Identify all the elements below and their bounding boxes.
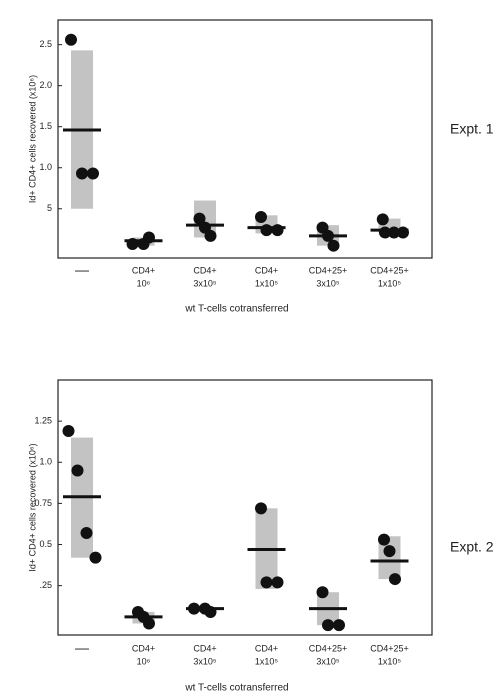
x-tick-sublabel: 3x10⁵ [316,656,340,666]
data-point [260,224,273,237]
x-tick-label: — [75,262,89,278]
data-point [255,502,267,515]
data-point [260,576,273,589]
y-tick-label: 0.5 [39,539,52,549]
data-point [327,239,340,252]
data-point [376,213,389,226]
plot-frame [57,379,433,636]
x-tick-sublabel: 3x10⁵ [316,278,340,288]
data-point [193,212,206,225]
x-tick-sublabel: 3x10⁵ [193,656,217,666]
x-tick-sublabel: 1x10⁵ [255,278,279,288]
data-point [204,229,217,242]
annotation: Expt. 1 [450,121,494,137]
x-axis-label: wt T-cells cotransferred [184,304,288,315]
x-axis-label: wt T-cells cotransferred [184,683,288,694]
annotation: Expt. 2 [450,539,494,555]
x-tick-label: CD4+25+ [370,265,409,275]
data-point [87,167,99,180]
data-point [383,545,396,558]
x-tick-label: CD4+25+ [370,643,409,653]
x-tick-sublabel: 10⁶ [137,656,151,666]
x-tick-label: CD4+ [193,643,216,653]
y-tick-label: 1.0 [39,457,52,467]
data-point [271,576,284,589]
x-tick-sublabel: 1x10⁵ [255,656,279,666]
x-tick-label: CD4+ [255,643,278,653]
data-point [143,617,155,630]
data-point [333,619,345,632]
data-point [80,527,93,539]
x-tick-label: CD4+ [255,265,278,275]
y-tick-label: .25 [39,580,52,590]
y-tick-label: 5 [47,203,52,213]
x-tick-sublabel: 1x10⁵ [378,278,402,288]
x-tick-label: CD4+ [132,643,155,653]
plot-frame [57,19,433,259]
y-tick-label: 0.75 [34,498,52,508]
data-point [316,586,329,599]
y-axis-label: Id+ CD4+ cells recovered (x10⁶) [27,75,37,203]
data-point [255,210,267,223]
x-tick-sublabel: 3x10⁵ [193,278,217,288]
y-tick-label: 2.0 [39,80,52,90]
x-tick-label: CD4+ [132,265,155,275]
y-tick-label: 1.25 [34,416,52,426]
data-point [397,226,409,239]
data-point [389,573,401,586]
data-point [89,551,102,564]
y-tick-label: 1.0 [39,162,52,172]
x-tick-label: CD4+ [193,265,216,275]
data-point [378,533,390,546]
y-axis-label: Id+ CD4+ cells recovered (x10⁶) [27,443,37,571]
data-point [322,619,334,632]
x-tick-label: CD4+25+ [309,265,348,275]
x-tick-label: — [75,640,89,656]
data-point [76,167,88,180]
y-tick-label: 1.5 [39,121,52,131]
data-point [271,224,284,237]
x-tick-sublabel: 10⁶ [137,278,151,288]
data-point [62,425,75,437]
range-band [378,536,401,580]
y-tick-label: 2.5 [39,39,52,49]
data-point [71,464,84,477]
data-point [65,33,77,46]
x-tick-label: CD4+25+ [309,643,348,653]
x-tick-sublabel: 1x10⁵ [378,656,402,666]
